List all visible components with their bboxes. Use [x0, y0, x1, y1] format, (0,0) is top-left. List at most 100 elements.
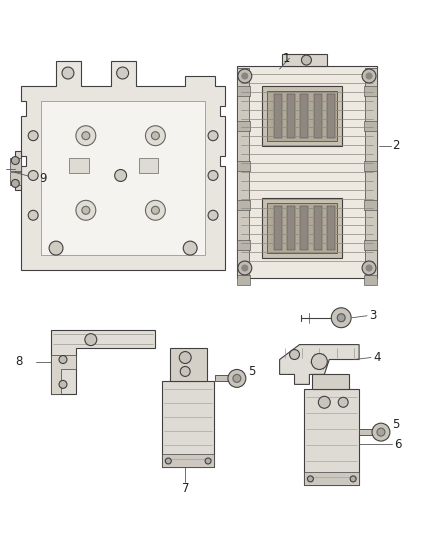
Polygon shape — [11, 158, 21, 171]
Circle shape — [145, 200, 165, 220]
Polygon shape — [237, 240, 250, 250]
Polygon shape — [327, 94, 335, 138]
Circle shape — [242, 265, 248, 271]
Polygon shape — [282, 54, 327, 66]
Polygon shape — [364, 121, 377, 131]
Circle shape — [28, 211, 38, 220]
Circle shape — [242, 73, 248, 79]
Circle shape — [180, 367, 190, 376]
Circle shape — [76, 126, 96, 146]
Polygon shape — [364, 275, 377, 285]
Circle shape — [76, 200, 96, 220]
Circle shape — [290, 350, 300, 360]
Circle shape — [28, 171, 38, 181]
Circle shape — [145, 126, 165, 146]
Circle shape — [205, 458, 211, 464]
Polygon shape — [327, 206, 335, 250]
Polygon shape — [274, 206, 282, 250]
Circle shape — [366, 265, 372, 271]
Polygon shape — [359, 429, 376, 435]
Circle shape — [350, 476, 356, 482]
Text: 7: 7 — [182, 482, 190, 495]
Polygon shape — [287, 206, 295, 250]
Polygon shape — [138, 158, 159, 173]
Circle shape — [28, 131, 38, 141]
Circle shape — [301, 55, 311, 65]
Text: 9: 9 — [39, 172, 47, 185]
Polygon shape — [162, 382, 214, 467]
Circle shape — [165, 458, 171, 464]
Polygon shape — [170, 348, 207, 382]
Polygon shape — [304, 389, 359, 485]
Circle shape — [117, 67, 129, 79]
Polygon shape — [15, 151, 21, 190]
Circle shape — [362, 69, 376, 83]
Circle shape — [338, 397, 348, 407]
Polygon shape — [279, 345, 359, 384]
Polygon shape — [21, 61, 225, 270]
Text: 5: 5 — [248, 365, 255, 378]
Polygon shape — [304, 472, 359, 485]
Text: 6: 6 — [394, 438, 401, 450]
Polygon shape — [364, 240, 377, 250]
Polygon shape — [237, 86, 250, 96]
Polygon shape — [215, 375, 232, 382]
Polygon shape — [237, 160, 250, 171]
Circle shape — [208, 211, 218, 220]
Polygon shape — [41, 101, 205, 255]
Polygon shape — [237, 121, 250, 131]
Polygon shape — [364, 160, 377, 171]
Polygon shape — [51, 354, 76, 394]
Circle shape — [152, 132, 159, 140]
Text: 3: 3 — [369, 309, 376, 322]
Polygon shape — [267, 203, 337, 253]
Polygon shape — [274, 94, 282, 138]
Polygon shape — [364, 86, 377, 96]
Circle shape — [82, 132, 90, 140]
Circle shape — [377, 428, 385, 436]
Polygon shape — [312, 375, 349, 389]
Polygon shape — [267, 91, 337, 141]
Polygon shape — [69, 158, 89, 173]
Circle shape — [208, 131, 218, 141]
Circle shape — [11, 180, 19, 188]
Polygon shape — [237, 68, 249, 276]
Circle shape — [228, 369, 246, 387]
Circle shape — [372, 423, 390, 441]
Polygon shape — [237, 200, 250, 211]
Circle shape — [307, 476, 314, 482]
Text: 4: 4 — [373, 351, 381, 364]
Circle shape — [233, 375, 241, 382]
Circle shape — [179, 352, 191, 364]
Circle shape — [331, 308, 351, 328]
Circle shape — [82, 206, 90, 214]
Circle shape — [11, 157, 19, 165]
Polygon shape — [287, 94, 295, 138]
Text: 1: 1 — [283, 52, 290, 64]
Text: 5: 5 — [392, 418, 399, 431]
Polygon shape — [314, 206, 322, 250]
Circle shape — [62, 67, 74, 79]
Polygon shape — [262, 198, 342, 258]
Circle shape — [318, 397, 330, 408]
Text: 8: 8 — [15, 355, 23, 368]
Polygon shape — [237, 275, 250, 285]
Circle shape — [49, 241, 63, 255]
Circle shape — [208, 171, 218, 181]
Circle shape — [337, 314, 345, 322]
Circle shape — [183, 241, 197, 255]
Circle shape — [59, 356, 67, 364]
Polygon shape — [314, 94, 322, 138]
Polygon shape — [262, 86, 342, 146]
Polygon shape — [300, 206, 308, 250]
Circle shape — [362, 261, 376, 275]
Circle shape — [311, 353, 327, 369]
Polygon shape — [51, 330, 155, 394]
Circle shape — [85, 334, 97, 345]
Circle shape — [152, 206, 159, 214]
Text: 2: 2 — [392, 139, 399, 152]
Polygon shape — [364, 200, 377, 211]
Polygon shape — [237, 66, 377, 278]
Circle shape — [115, 169, 127, 181]
Circle shape — [238, 69, 252, 83]
